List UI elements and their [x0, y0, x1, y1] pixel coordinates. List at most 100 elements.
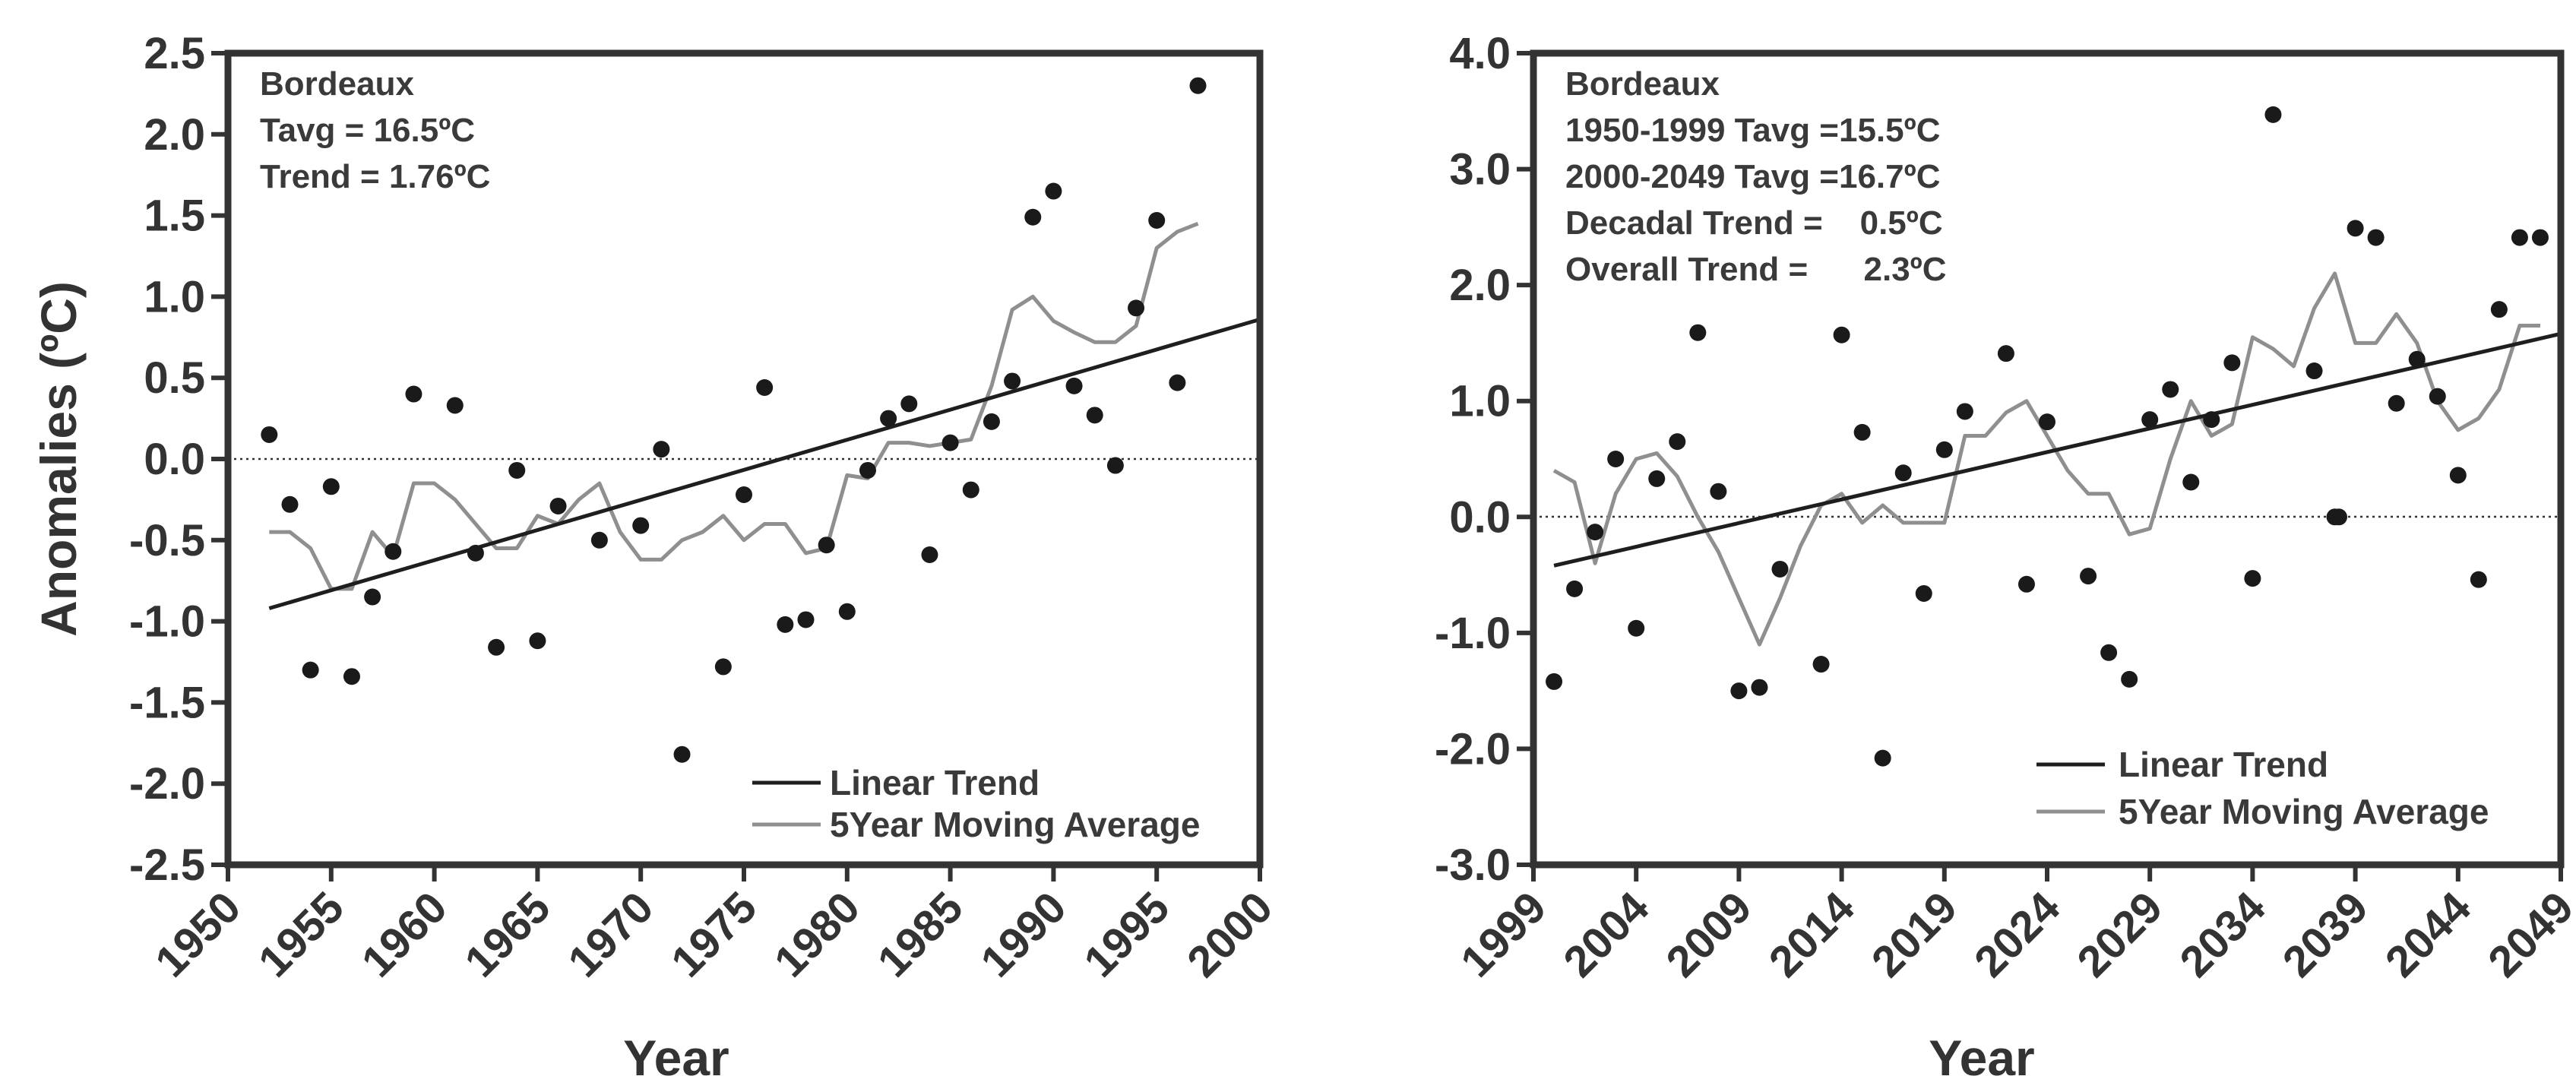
trend-group [1553, 331, 2562, 568]
annotation-decadal-trend: Decadal Trend = 0.5ºC [1565, 204, 1943, 242]
data-point [1566, 580, 1584, 597]
data-point [2141, 411, 2159, 429]
annotation-city: Bordeaux [260, 65, 414, 103]
moving-average-group [1552, 271, 2540, 647]
data-point [1935, 441, 1953, 458]
data-point [1997, 345, 2014, 362]
data-point [1169, 374, 1186, 391]
data-point [1689, 324, 1707, 341]
data-point [364, 588, 381, 606]
data-point [281, 495, 299, 513]
data-point [405, 385, 422, 403]
legend: Linear Trend 5Year Moving Average [752, 763, 1200, 844]
data-point [941, 434, 959, 451]
annotation-overall-trend: Overall Trend = 2.3ºC [1565, 251, 1947, 288]
data-point [1004, 372, 1021, 390]
data-point [488, 638, 505, 656]
y-axis-ticks: 2.5 2.0 1.5 1.0 0.5 0.0 -0.5 -1.0 -1.5 -2.0 -2.5 [129, 29, 228, 890]
y-tick-label: 0.5 [144, 353, 205, 403]
y-tick-label: -3.0 [1435, 840, 1511, 890]
data-point [385, 543, 402, 560]
data-point [962, 481, 979, 499]
data-point [1546, 673, 1563, 690]
data-point [1894, 464, 1912, 482]
data-point [1730, 682, 1748, 700]
y-tick-label: -1.0 [129, 597, 205, 647]
y-tick-label: 2.5 [144, 29, 205, 78]
y-axis-title: Anomalies (ºC) [30, 281, 87, 637]
data-point [756, 379, 774, 397]
y-tick-label: -2.5 [129, 840, 205, 890]
data-point [2100, 644, 2118, 661]
data-point [2223, 354, 2241, 372]
data-point [900, 395, 918, 413]
data-point [714, 658, 732, 676]
data-point [880, 410, 897, 427]
scatter-points [261, 77, 1207, 763]
data-point [467, 544, 484, 562]
data-point [1648, 470, 1666, 487]
data-point [1148, 212, 1166, 229]
data-point [632, 517, 650, 534]
data-point [2182, 473, 2200, 491]
data-point [2305, 362, 2323, 380]
data-point [673, 745, 691, 763]
data-point [2511, 229, 2528, 246]
chart-right: 4.03.02.01.00.0-1.0-2.0-3.0 199920042009… [1435, 29, 2576, 1086]
data-point [2121, 670, 2138, 688]
data-point [2347, 220, 2364, 237]
data-point [302, 661, 319, 679]
annotation-city: Bordeaux [1565, 65, 1720, 103]
moving-average-group [269, 221, 1199, 591]
data-point [1045, 182, 1062, 200]
data-point [1607, 451, 1625, 467]
data-point [1669, 433, 1686, 451]
data-point [1812, 656, 1830, 673]
data-point [1710, 483, 1727, 500]
data-point [838, 603, 856, 620]
y-tick-label: 3.0 [1449, 145, 1511, 195]
legend-label-moving-average: 5Year Moving Average [830, 805, 1200, 844]
data-point [1628, 619, 1645, 637]
linear-trend-line [268, 317, 1261, 610]
data-point [2388, 394, 2405, 412]
data-point [343, 668, 360, 685]
trend-group [268, 317, 1261, 610]
data-point [261, 426, 278, 443]
moving-average-line [1552, 271, 2540, 647]
data-point [1751, 679, 1768, 696]
data-point [859, 461, 876, 479]
linear-trend-line [1553, 331, 2562, 568]
data-point [2429, 388, 2446, 405]
data-point [2244, 570, 2261, 587]
data-point [446, 397, 464, 414]
data-point [1587, 524, 1604, 541]
moving-average-line [269, 221, 1199, 591]
annotation-trend: Trend = 1.76ºC [260, 158, 490, 195]
data-point [983, 413, 1000, 430]
y-tick-label: 4.0 [1449, 29, 1511, 78]
data-point [322, 478, 340, 495]
data-point [2330, 508, 2347, 526]
y-tick-label: -1.0 [1435, 609, 1511, 658]
data-point [818, 537, 835, 554]
x-axis-title: Year [1929, 1030, 2034, 1086]
data-point [2449, 467, 2467, 484]
data-point [1128, 299, 1145, 317]
data-point [2490, 301, 2508, 318]
y-tick-label: -1.5 [129, 678, 205, 727]
data-point [2203, 411, 2220, 429]
data-point [1853, 423, 1871, 441]
data-point [736, 486, 752, 503]
y-tick-label: 1.5 [144, 191, 205, 241]
data-point [2162, 381, 2179, 398]
y-tick-label: 1.0 [144, 272, 205, 321]
data-point [1065, 377, 1083, 394]
y-tick-label: 2.0 [144, 110, 205, 160]
data-point [1771, 560, 1789, 578]
legend-label-linear-trend: Linear Trend [2119, 745, 2328, 784]
y-tick-label: 0.0 [1449, 492, 1511, 542]
y-tick-label: 1.0 [1449, 377, 1511, 426]
scatter-points [1546, 106, 2549, 767]
